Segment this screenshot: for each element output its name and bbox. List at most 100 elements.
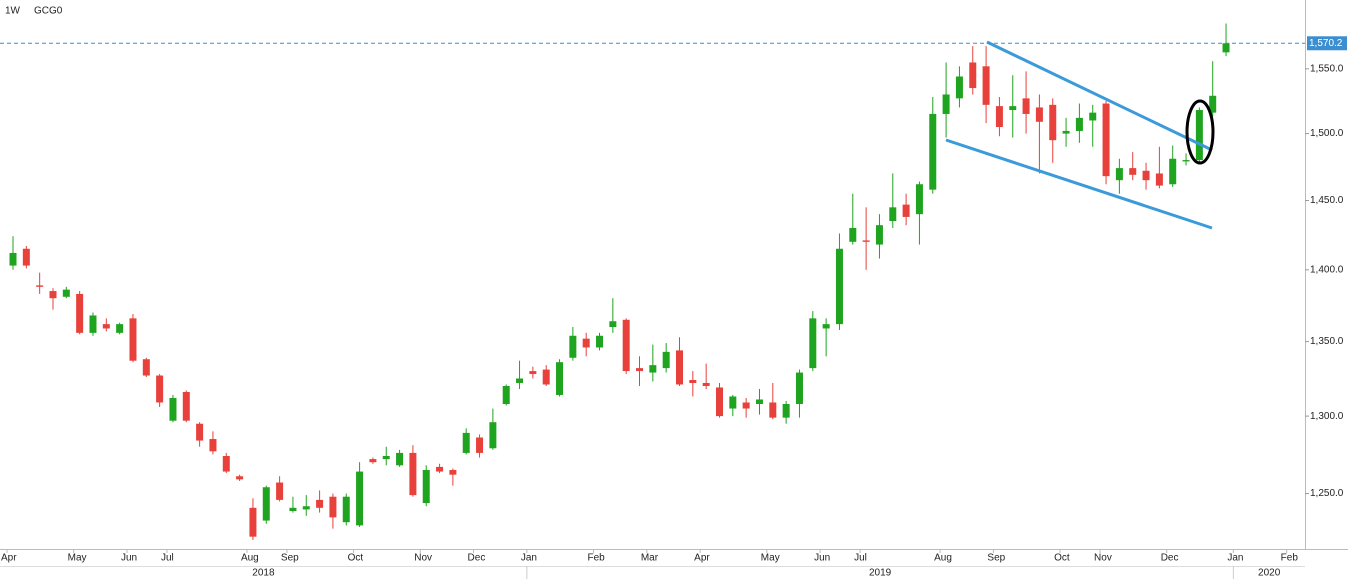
candle xyxy=(342,493,350,526)
candle xyxy=(196,422,204,447)
candle-body xyxy=(289,507,297,512)
candle-body xyxy=(49,291,57,299)
year-label: 2019 xyxy=(869,568,892,579)
candle xyxy=(889,173,897,228)
candle xyxy=(9,236,17,270)
interval-label: 1W xyxy=(5,6,21,17)
candle-body xyxy=(369,459,377,463)
candle xyxy=(516,360,524,389)
candle xyxy=(76,291,84,335)
x-tick-label: Jan xyxy=(521,553,537,564)
candle xyxy=(489,408,497,450)
candle xyxy=(649,344,657,382)
candle-body xyxy=(822,324,830,329)
candle-body xyxy=(689,379,697,383)
x-tick-label: Jul xyxy=(161,553,174,564)
candle-body xyxy=(422,470,430,504)
candle xyxy=(582,332,590,357)
candle-body xyxy=(516,378,524,383)
candle xyxy=(1035,94,1043,174)
candle-body xyxy=(396,452,404,466)
candle-body xyxy=(262,487,270,521)
candle-body xyxy=(1142,170,1150,181)
candle xyxy=(929,97,937,194)
candle xyxy=(1155,146,1163,189)
candle-body xyxy=(915,184,923,215)
candle xyxy=(22,245,30,269)
candle xyxy=(1209,61,1217,117)
candle xyxy=(49,288,57,310)
candle xyxy=(436,463,444,474)
candle xyxy=(782,400,790,424)
candle xyxy=(1222,23,1230,57)
candle-body xyxy=(1115,168,1123,181)
x-tick-label: May xyxy=(761,553,780,564)
candle xyxy=(795,369,803,418)
candle-body xyxy=(942,94,950,114)
x-tick-label: May xyxy=(68,553,87,564)
candle xyxy=(715,382,723,418)
candle-body xyxy=(36,285,44,287)
candle-body xyxy=(9,252,17,266)
candle-body xyxy=(1155,173,1163,186)
candle-body xyxy=(636,368,644,372)
highlight-ellipse xyxy=(1185,99,1215,165)
candle-body xyxy=(142,359,150,376)
trend-line-lower xyxy=(945,138,1213,230)
last-price-label: 1,570.2 xyxy=(1309,38,1343,49)
candle xyxy=(1169,145,1177,187)
candle xyxy=(409,445,417,497)
candle xyxy=(302,495,310,516)
candle xyxy=(902,193,910,226)
candle xyxy=(622,318,630,375)
x-tick-label: Oct xyxy=(1054,553,1070,564)
candle-body xyxy=(529,371,537,375)
candle xyxy=(822,318,830,357)
candle-body xyxy=(209,439,217,452)
candle xyxy=(702,363,710,389)
candle xyxy=(689,371,697,397)
candle-body xyxy=(875,225,883,245)
candle xyxy=(262,485,270,524)
candle xyxy=(209,431,217,455)
candle xyxy=(36,272,44,294)
candle xyxy=(809,311,817,372)
candle-body xyxy=(582,338,590,348)
candle-body xyxy=(1102,103,1110,177)
candle xyxy=(236,474,244,481)
candle xyxy=(116,322,124,335)
candle-body xyxy=(102,324,110,329)
candle-body xyxy=(222,456,230,472)
candle-body xyxy=(116,324,124,333)
candle xyxy=(249,498,257,540)
candle-body xyxy=(1182,160,1190,162)
x-tick-label: Aug xyxy=(241,553,259,564)
candle xyxy=(502,384,510,406)
candle xyxy=(969,46,977,95)
candle-body xyxy=(342,496,350,523)
candle-body xyxy=(156,375,164,403)
candle-body xyxy=(569,335,577,358)
candle xyxy=(995,97,1003,137)
candle xyxy=(369,457,377,464)
x-tick-label: Jan xyxy=(1227,553,1243,564)
candle-body xyxy=(76,293,84,333)
candle xyxy=(476,434,484,458)
candle-body xyxy=(1169,158,1177,185)
candle-body xyxy=(556,362,564,395)
x-tick-label: Sep xyxy=(987,553,1005,564)
candle xyxy=(142,357,150,378)
candle-body xyxy=(276,482,284,500)
candle xyxy=(835,233,843,330)
plot-area xyxy=(9,23,1230,540)
candle xyxy=(849,193,857,245)
candle xyxy=(636,356,644,386)
candle-body xyxy=(982,66,990,105)
trend-line-upper xyxy=(986,40,1213,152)
candle-body xyxy=(969,62,977,89)
candle xyxy=(1089,104,1097,147)
candle-body xyxy=(782,404,790,418)
x-tick-label: Apr xyxy=(694,553,710,564)
candle-body xyxy=(1075,117,1083,131)
